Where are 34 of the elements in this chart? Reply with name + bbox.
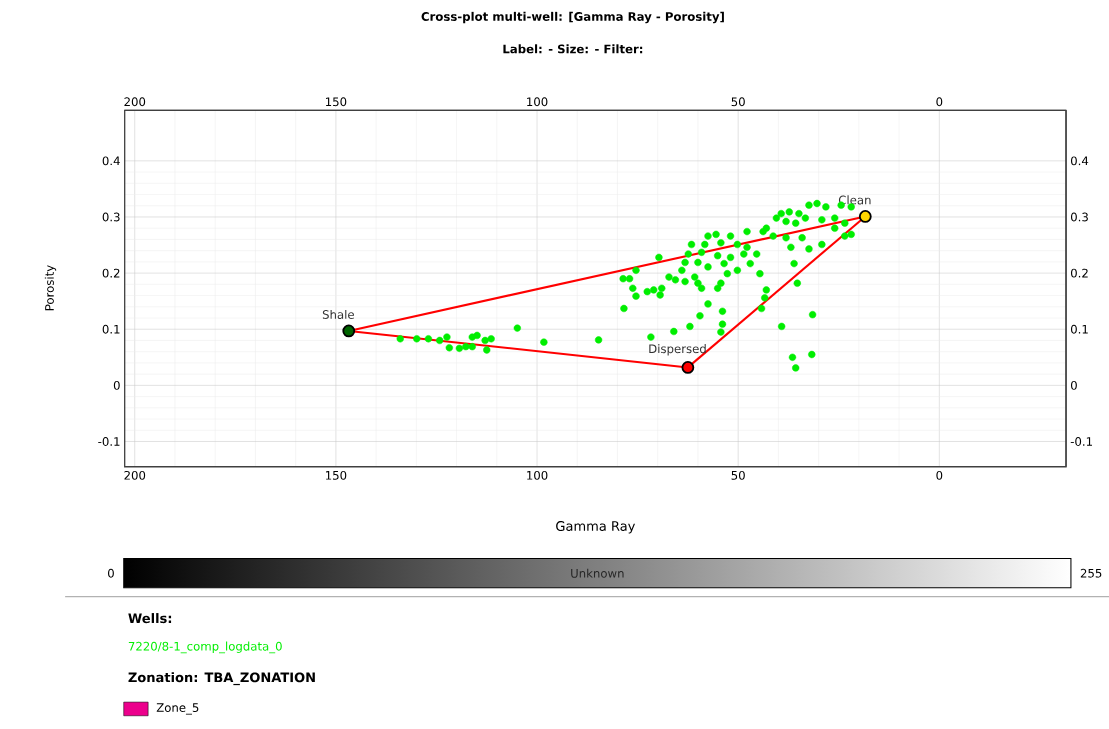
x-tick-label: 50 [731,97,745,106]
chart-subtitle: Label: - Size: - Filter: [503,44,643,54]
y2-tick-label: 0.2 [1070,268,1088,278]
annotation: Shale [322,309,354,319]
x2-tick-label: 200 [124,470,146,480]
x2-tick-label: 150 [326,470,347,480]
text: 7220/8-1_comp_logdata_0 [128,641,282,654]
x-tick-label: 0 [936,97,943,106]
text: Zone_5 [156,703,199,715]
y-tick-label: 0.4 [102,156,120,166]
color-bar-title: Unknown [571,568,624,578]
chart-title: Cross-plot multi-well: [Gamma Ray - Porosity] [421,11,724,24]
x-tick-label: 200 [124,97,146,106]
y2-tick-label: 0 [1070,380,1077,390]
y-tick-label: 0.3 [102,212,120,222]
y2-tick-label: 0.3 [1070,212,1088,222]
color-bar-label: 255 [1080,568,1102,578]
y-tick-label: 0.1 [102,324,120,334]
y2-tick-label: 0.1 [1070,324,1088,334]
x-tick-label: 100 [527,97,548,106]
x2-tick-label: 50 [731,470,745,480]
annotation: Dispersed [649,343,706,356]
x-axis-title: Gamma Ray [556,520,636,534]
x-tick-label: 150 [326,97,347,106]
y-tick-label: -0.1 [98,436,120,446]
text: Zonation: TBA_ZONATION [128,671,315,685]
y-tick-label: 0.2 [102,268,120,278]
x2-tick-label: 100 [527,470,548,480]
y-axis-title: Porosity [44,264,57,310]
x2-tick-label: 0 [936,470,943,480]
y2-tick-label: -0.1 [1070,436,1092,446]
y2-tick-label: 0.4 [1070,156,1089,166]
legend-title: Wells: [128,612,172,623]
y-tick-label: 0 [113,380,120,390]
